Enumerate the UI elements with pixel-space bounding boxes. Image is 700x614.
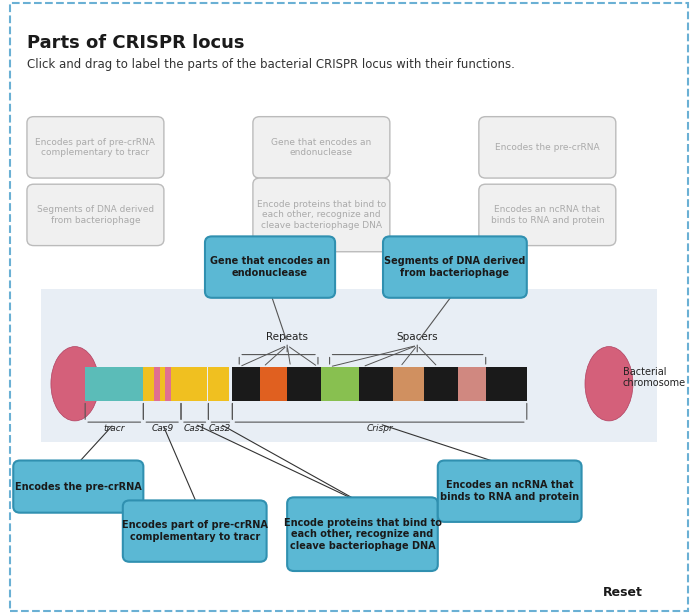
Text: Parts of CRISPR locus: Parts of CRISPR locus xyxy=(27,34,244,52)
Bar xyxy=(181,367,207,401)
FancyBboxPatch shape xyxy=(253,117,390,178)
Text: Crispr: Crispr xyxy=(366,424,393,433)
Text: Encodes an ncRNA that
binds to RNA and protein: Encodes an ncRNA that binds to RNA and p… xyxy=(491,205,604,225)
Bar xyxy=(153,367,160,401)
Bar xyxy=(232,367,527,401)
Text: Reset: Reset xyxy=(603,586,643,599)
FancyBboxPatch shape xyxy=(27,184,164,246)
FancyBboxPatch shape xyxy=(479,184,616,246)
FancyBboxPatch shape xyxy=(438,460,582,522)
Text: Encodes the pre-crRNA: Encodes the pre-crRNA xyxy=(495,143,600,152)
Text: Gene that encodes an
endonuclease: Gene that encodes an endonuclease xyxy=(272,138,372,157)
Bar xyxy=(321,367,359,401)
FancyBboxPatch shape xyxy=(122,500,267,562)
Bar xyxy=(165,367,171,401)
Text: tracr: tracr xyxy=(103,424,125,433)
Text: Segments of DNA derived
from bacteriophage: Segments of DNA derived from bacteriopha… xyxy=(37,205,154,225)
Text: Encodes the pre-crRNA: Encodes the pre-crRNA xyxy=(15,481,141,492)
Bar xyxy=(458,367,486,401)
Text: Encode proteins that bind to
each other, recognize and
cleave bacteriophage DNA: Encode proteins that bind to each other,… xyxy=(257,200,386,230)
Ellipse shape xyxy=(585,347,633,421)
Text: Encode proteins that bind to
each other, recognize and
cleave bacteriophage DNA: Encode proteins that bind to each other,… xyxy=(284,518,442,551)
Bar xyxy=(85,367,144,401)
Bar xyxy=(144,367,181,401)
Bar xyxy=(393,367,424,401)
Text: Bacterial
chromosome: Bacterial chromosome xyxy=(623,367,686,389)
Text: Cas2: Cas2 xyxy=(209,424,231,433)
Text: Click and drag to label the parts of the bacterial CRISPR locus with their funct: Click and drag to label the parts of the… xyxy=(27,58,514,71)
Bar xyxy=(209,367,229,401)
FancyBboxPatch shape xyxy=(287,497,438,571)
FancyBboxPatch shape xyxy=(205,236,335,298)
Text: Repeats: Repeats xyxy=(266,332,308,343)
Text: Gene that encodes an
endonuclease: Gene that encodes an endonuclease xyxy=(210,256,330,278)
FancyBboxPatch shape xyxy=(479,117,616,178)
Ellipse shape xyxy=(51,347,99,421)
Text: Cas1: Cas1 xyxy=(183,424,206,433)
FancyBboxPatch shape xyxy=(27,117,164,178)
Bar xyxy=(260,367,287,401)
Text: Cas9: Cas9 xyxy=(151,424,174,433)
Text: Spacers: Spacers xyxy=(396,332,438,343)
Text: Segments of DNA derived
from bacteriophage: Segments of DNA derived from bacteriopha… xyxy=(384,256,526,278)
Text: Encodes part of pre-crRNA
complementary to tracr: Encodes part of pre-crRNA complementary … xyxy=(122,520,267,542)
Text: Encodes part of pre-crRNA
complementary to tracr: Encodes part of pre-crRNA complementary … xyxy=(36,138,155,157)
FancyBboxPatch shape xyxy=(13,460,144,513)
FancyBboxPatch shape xyxy=(383,236,527,298)
Bar xyxy=(41,289,657,442)
Text: Encodes an ncRNA that
binds to RNA and protein: Encodes an ncRNA that binds to RNA and p… xyxy=(440,480,579,502)
FancyBboxPatch shape xyxy=(253,178,390,252)
